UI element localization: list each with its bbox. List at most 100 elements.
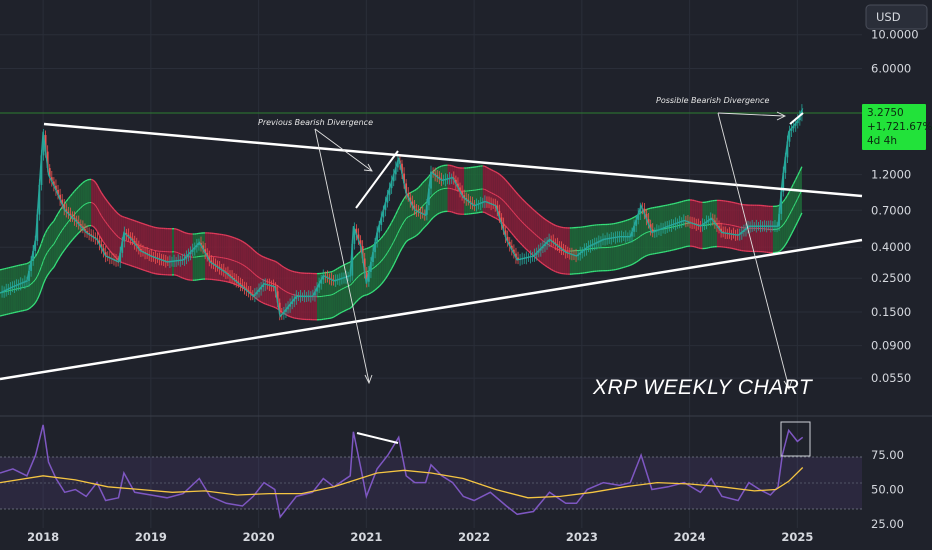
band-line [782, 221, 786, 226]
band-line [109, 204, 113, 208]
candle-body [73, 217, 76, 220]
band-line [51, 220, 55, 224]
band-line [617, 245, 620, 247]
band-line [146, 270, 150, 273]
band-line [391, 218, 395, 223]
band-line [63, 247, 67, 251]
candle-body [38, 184, 41, 215]
band-line [679, 200, 682, 203]
band-line [258, 253, 262, 257]
rsi-axis[interactable]: 75.00 50.00 25.00 [871, 448, 904, 531]
time-axis[interactable]: 2018 2019 2020 2021 2022 2023 2024 2025 [27, 530, 813, 544]
band-line [238, 238, 241, 241]
band-line [696, 200, 699, 203]
band-line [229, 281, 233, 284]
band-line [434, 190, 438, 194]
band-line [285, 267, 289, 271]
band-line [542, 263, 546, 266]
band-line [795, 198, 799, 203]
currency-button-label[interactable]: USD [876, 10, 901, 24]
band-line [115, 211, 119, 215]
band-line [455, 166, 459, 169]
band-line [488, 214, 492, 217]
band-line [126, 263, 129, 266]
band-line [99, 212, 102, 217]
annotation-possible-divergence: Possible Bearish Divergence [656, 96, 769, 105]
band-line [486, 166, 490, 170]
band-line [511, 209, 515, 214]
candle-body [392, 174, 395, 182]
band-line [353, 301, 357, 305]
band-line [76, 186, 80, 190]
candle-body [295, 296, 298, 299]
candle-body [77, 221, 80, 225]
rsi-divergence-line [356, 432, 399, 444]
candle-body [57, 189, 59, 195]
band-line [486, 213, 490, 216]
band-line [61, 226, 65, 231]
band-line [644, 255, 647, 258]
currency-button-box[interactable] [865, 4, 928, 30]
band-line [791, 206, 795, 211]
candle-body [502, 223, 505, 231]
band-line [376, 262, 380, 266]
band-line [625, 219, 629, 222]
candle-body [413, 205, 416, 210]
band-line [34, 276, 38, 281]
band-line [42, 232, 47, 238]
band-line [451, 165, 455, 168]
arrowhead-previous-b [364, 374, 373, 385]
band-line [289, 269, 293, 272]
band-line [399, 201, 403, 207]
band-line [623, 266, 626, 269]
band-line [793, 225, 797, 231]
band-line [530, 229, 533, 233]
year-tick-label: 2024 [674, 530, 706, 544]
band-line [412, 236, 415, 239]
band-line [69, 193, 74, 197]
candle-body [55, 185, 57, 190]
band-line [538, 260, 542, 263]
candle-body [276, 291, 279, 303]
band-line [436, 166, 440, 169]
band-line [281, 265, 285, 268]
band-line [784, 241, 788, 246]
band-line [51, 266, 55, 270]
band-line [32, 302, 36, 306]
candle-body [363, 258, 366, 273]
candle-body [382, 210, 385, 218]
year-tick-label: 2022 [458, 530, 490, 544]
price-badge-box [862, 104, 926, 150]
band-line [439, 211, 442, 214]
candle-body [137, 246, 140, 249]
candle-body [407, 193, 410, 198]
band-line [621, 243, 624, 246]
candle-body [508, 241, 511, 246]
currency-button[interactable]: USD [865, 4, 928, 30]
band-line [339, 265, 343, 268]
rsi-highlight-box [780, 421, 811, 457]
band-line [422, 203, 426, 207]
band-line [84, 202, 88, 205]
candle-body [798, 115, 801, 121]
candle-body [784, 157, 787, 173]
candle-body [287, 306, 289, 310]
candle-body [788, 130, 791, 142]
band-line [30, 304, 34, 308]
band-line [267, 257, 270, 260]
candle-body [718, 225, 720, 229]
band-line [45, 274, 49, 280]
band-line [353, 254, 357, 259]
band-line [418, 184, 422, 189]
candle-body [84, 228, 86, 232]
band-line [184, 231, 187, 234]
band-line [67, 241, 71, 246]
band-line [439, 165, 442, 168]
band-line [36, 248, 40, 254]
candle-body [316, 287, 318, 292]
price-axis[interactable]: 10.0000 6.0000 1.2000 0.7000 0.4000 0.2500 0.1… [871, 28, 919, 385]
band-line [146, 224, 150, 227]
band-line [795, 221, 799, 226]
band-line [40, 283, 45, 290]
